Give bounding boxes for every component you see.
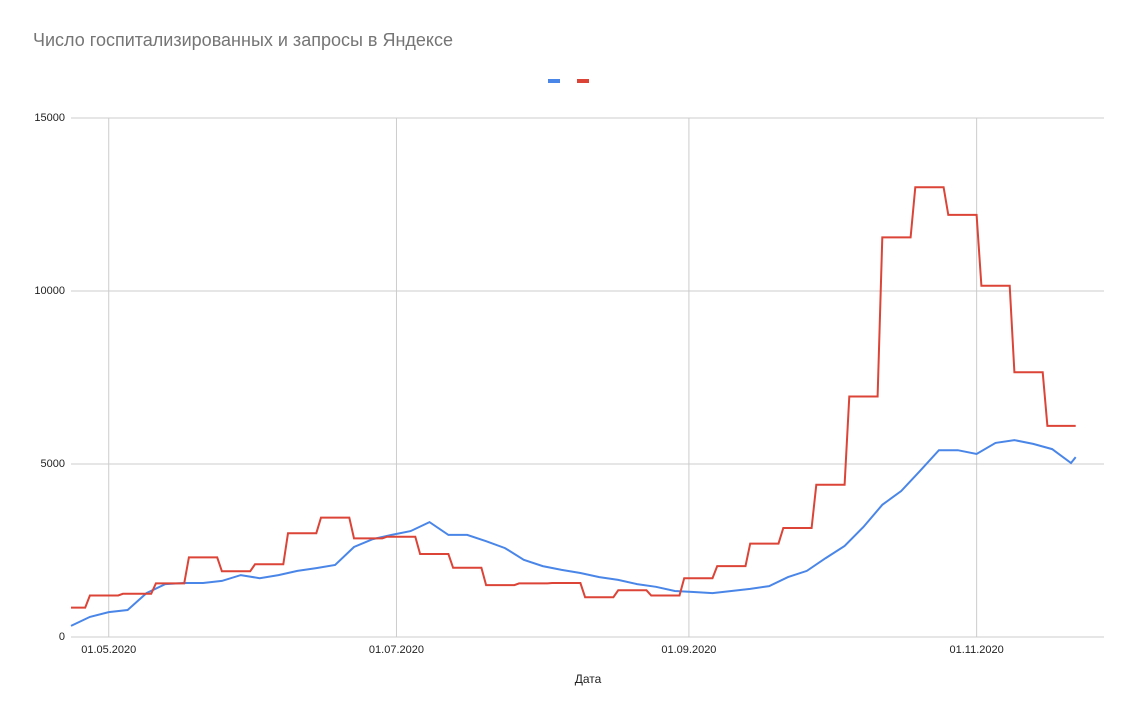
line-series xyxy=(70,439,1077,627)
x-tick-label: 01.11.2020 xyxy=(950,644,1004,656)
x-tick-label: 01.05.2020 xyxy=(81,644,136,656)
line-series xyxy=(71,186,1076,609)
y-tick-label: 0 xyxy=(59,631,65,643)
x-axis-title: Дата xyxy=(575,672,602,686)
chart-title: Число госпитализированных и запросы в Ян… xyxy=(33,30,453,50)
x-tick-label: 01.09.2020 xyxy=(661,644,716,656)
y-tick-label: 15000 xyxy=(34,112,65,124)
y-tick-label: 10000 xyxy=(34,285,65,297)
y-tick-label: 5000 xyxy=(41,458,65,470)
x-tick-label: 01.07.2020 xyxy=(369,644,424,656)
